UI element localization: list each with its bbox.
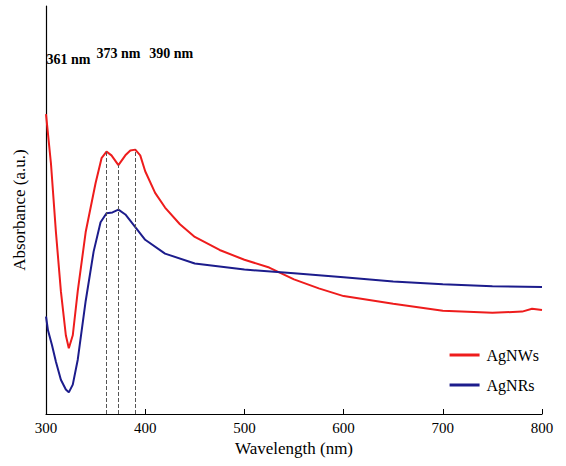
svg-text:390 nm: 390 nm xyxy=(149,46,193,61)
svg-text:400: 400 xyxy=(134,420,157,436)
svg-text:600: 600 xyxy=(332,420,355,436)
svg-text:361 nm: 361 nm xyxy=(47,52,91,67)
svg-text:500: 500 xyxy=(233,420,256,436)
svg-text:AgNRs: AgNRs xyxy=(487,377,535,395)
svg-text:300: 300 xyxy=(35,420,58,436)
svg-text:AgNWs: AgNWs xyxy=(487,347,539,365)
svg-text:373 nm: 373 nm xyxy=(96,46,140,61)
svg-text:800: 800 xyxy=(531,420,554,436)
svg-text:Absorbance (a.u.): Absorbance (a.u.) xyxy=(10,149,29,270)
svg-text:700: 700 xyxy=(432,420,455,436)
svg-text:Wavelength (nm): Wavelength (nm) xyxy=(235,439,353,458)
